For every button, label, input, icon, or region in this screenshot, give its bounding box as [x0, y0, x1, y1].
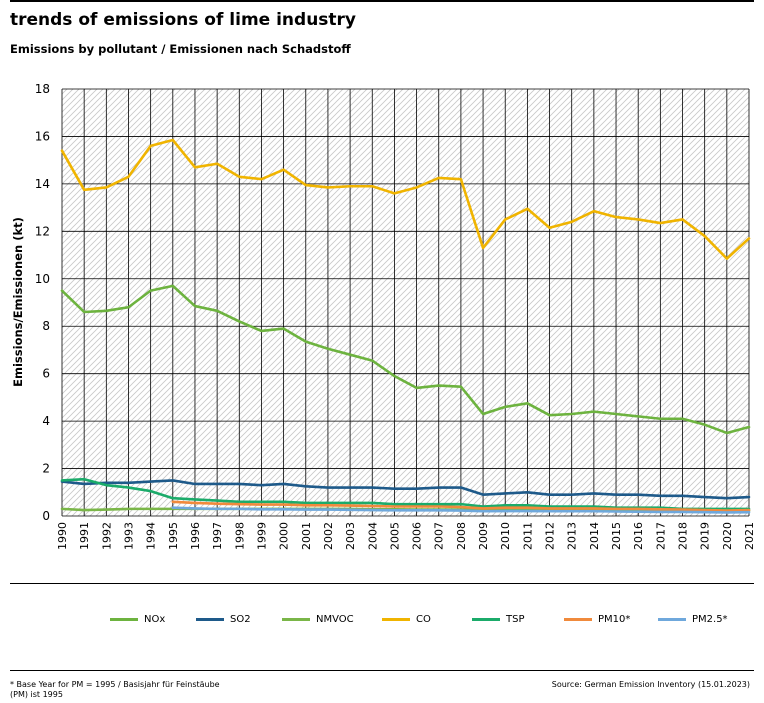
legend-label: PM10*	[598, 614, 631, 625]
series-line-pm10	[171, 500, 751, 512]
x-tick-label: 2018	[677, 522, 690, 550]
x-tick-label: 1997	[211, 522, 224, 550]
x-tick-label: 1995	[167, 522, 180, 550]
x-tick-label: 2016	[632, 522, 645, 550]
x-tick-label: 2000	[278, 522, 291, 550]
series-line-so2	[60, 479, 751, 500]
x-tick-label: 1991	[78, 522, 91, 550]
legend-label: CO	[416, 614, 431, 625]
legend-label: TSP	[506, 614, 525, 625]
source-note: Source: German Emission Inventory (15.01…	[551, 680, 750, 689]
legend-label: SO2	[230, 614, 251, 625]
x-tick-label: 2013	[566, 522, 579, 550]
legend-item: PM10*	[564, 614, 630, 625]
legend-label: PM2.5*	[692, 614, 728, 625]
y-tick-label: 16	[35, 129, 50, 143]
top-rule	[10, 0, 754, 2]
x-tick-label: 2005	[388, 522, 401, 550]
x-tick-label: 1998	[233, 522, 246, 550]
legend-swatch	[472, 618, 500, 621]
x-tick-label: 2021	[743, 522, 756, 550]
x-tick-label: 1999	[255, 522, 268, 550]
y-axis-label: Emissions/Emissionen (kt)	[11, 217, 25, 387]
x-tick-label: 2010	[499, 522, 512, 550]
series-group	[60, 138, 751, 514]
y-tick-label: 12	[35, 224, 50, 238]
plot-area	[62, 89, 749, 516]
x-tick-label: 2008	[455, 522, 468, 550]
line-chart: 0 2 4 6 8 10 12 14 16 18 1990 1991 1992 1993 1994 1995…	[11, 82, 756, 550]
x-tick-label: 2014	[588, 522, 601, 550]
x-tick-label: 2003	[344, 522, 357, 550]
y-tick-label: 0	[42, 509, 50, 523]
legend-item: NOx	[110, 614, 165, 625]
series-line-pm25	[171, 506, 751, 514]
x-tick-label: 2002	[322, 522, 335, 550]
legend-swatch	[564, 618, 592, 621]
series-line-nox	[60, 284, 751, 435]
chart-title: trends of emissions of lime industry	[10, 10, 357, 30]
legend-label: NMVOC	[316, 614, 354, 625]
footer-separator	[10, 670, 754, 671]
chart-subtitle: Emissions by pollutant / Emissionen nach…	[10, 42, 351, 56]
legend-swatch	[110, 618, 138, 621]
legend-item: PM2.5*	[658, 614, 728, 625]
series-line-co	[60, 138, 751, 260]
legend-item: SO2	[196, 614, 251, 625]
x-tick-label: 1993	[122, 522, 135, 550]
x-tick-label: 2006	[411, 522, 424, 550]
y-tick-label: 8	[42, 319, 50, 333]
x-tick-label: 2017	[654, 522, 667, 550]
legend-separator-top	[10, 583, 754, 584]
y-tick-label: 14	[35, 177, 50, 191]
y-tick-label: 4	[42, 414, 50, 428]
legend-item: CO	[382, 614, 431, 625]
x-tick-label: 2007	[433, 522, 446, 550]
x-tick-label: 2004	[366, 522, 379, 550]
legend-label: NOx	[144, 614, 166, 625]
y-tick-label: 18	[35, 82, 50, 96]
x-tick-label: 2020	[721, 522, 734, 550]
legend-swatch	[658, 618, 686, 621]
y-axis: 0 2 4 6 8 10 12 14 16 18	[35, 82, 50, 523]
legend-swatch	[382, 618, 410, 621]
legend-item: TSP	[472, 614, 525, 625]
x-tick-label: 1994	[145, 522, 158, 550]
x-tick-label: 2019	[699, 522, 712, 550]
x-tick-label: 2009	[477, 522, 490, 550]
y-tick-label: 10	[35, 272, 50, 286]
legend-swatch	[196, 618, 224, 621]
legend-swatch	[282, 618, 310, 621]
grid	[61, 88, 750, 517]
x-tick-label: 2011	[521, 522, 534, 550]
x-tick-label: 2001	[300, 522, 313, 550]
legend: NOx SO2 NMVOC CO TSP PM10* PM2.5*	[110, 614, 750, 630]
x-tick-label: 1990	[56, 522, 69, 550]
x-axis: 1990 1991 1992 1993 1994 1995 1996 1997 1998 1999…	[56, 522, 756, 550]
legend-item: NMVOC	[282, 614, 354, 625]
x-tick-label: 1992	[100, 522, 113, 550]
x-tick-label: 2012	[544, 522, 557, 550]
x-tick-label: 1996	[189, 522, 202, 550]
y-tick-label: 6	[42, 367, 50, 381]
x-tick-label: 2015	[610, 522, 623, 550]
footnote: * Base Year for PM = 1995 / Basisjahr fü…	[10, 680, 220, 699]
y-tick-label: 2	[42, 462, 50, 476]
